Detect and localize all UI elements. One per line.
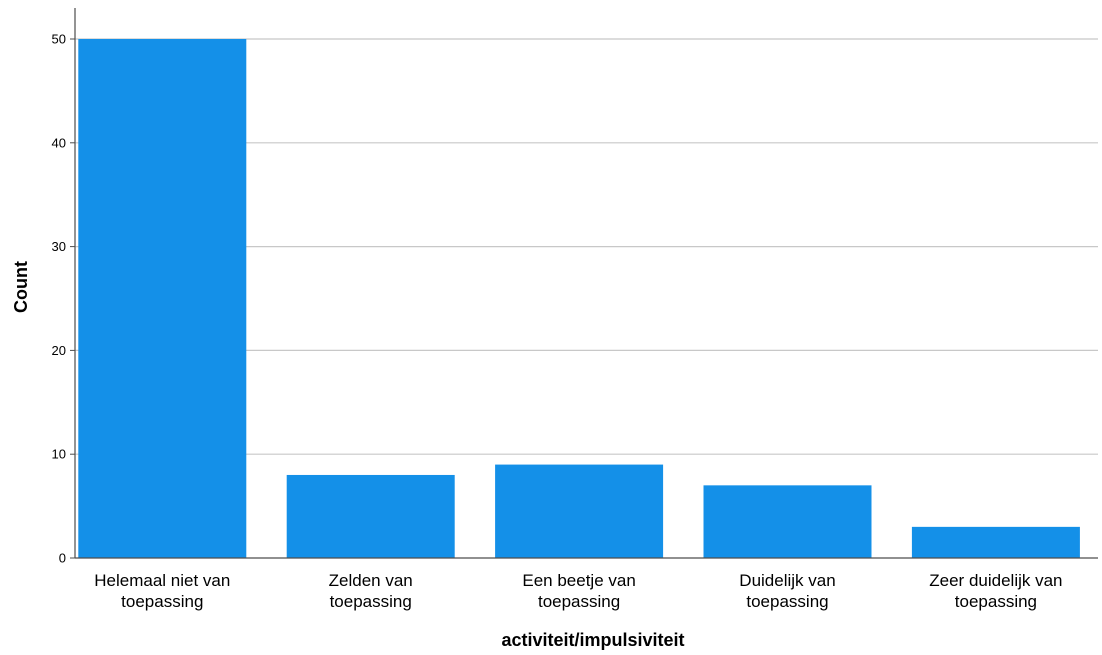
x-tick-label-1-line-2: toepassing — [121, 592, 203, 611]
bar-2 — [286, 474, 455, 558]
bar-1 — [78, 39, 247, 558]
y-tick-label-0: 0 — [59, 551, 66, 566]
x-tick-label-5-line-2: toepassing — [955, 592, 1037, 611]
y-tick-labels: 0 10 20 30 40 50 — [52, 32, 66, 566]
bar-4 — [703, 485, 872, 558]
x-tick-label-4-line-1: Duidelijk van — [739, 571, 835, 590]
bar-5 — [911, 526, 1080, 558]
bars — [78, 39, 1080, 558]
x-tick-labels: Helemaal niet van toepassing Zelden van toe… — [94, 571, 1062, 611]
x-tick-label-4-line-2: toepassing — [746, 592, 828, 611]
x-tick-label-5-line-1: Zeer duidelijk van — [929, 571, 1062, 590]
x-tick-label-2-line-2: toepassing — [330, 592, 412, 611]
y-tick-label-10: 10 — [52, 447, 66, 462]
x-tick-label-2-line-1: Zelden van — [329, 571, 413, 590]
x-tick-label-3-line-2: toepassing — [538, 592, 620, 611]
y-tick-label-30: 30 — [52, 239, 66, 254]
x-axis-title: activiteit/impulsiviteit — [501, 630, 684, 650]
y-axis-title: Count — [11, 261, 31, 313]
y-tick-label-40: 40 — [52, 135, 66, 150]
x-tick-label-3-line-1: Een beetje van — [522, 571, 635, 590]
axes — [70, 8, 1098, 559]
x-tick-label-1-line-1: Helemaal niet van — [94, 571, 230, 590]
y-tick-label-20: 20 — [52, 343, 66, 358]
bar-3 — [495, 464, 664, 558]
y-tick-label-50: 50 — [52, 32, 66, 47]
